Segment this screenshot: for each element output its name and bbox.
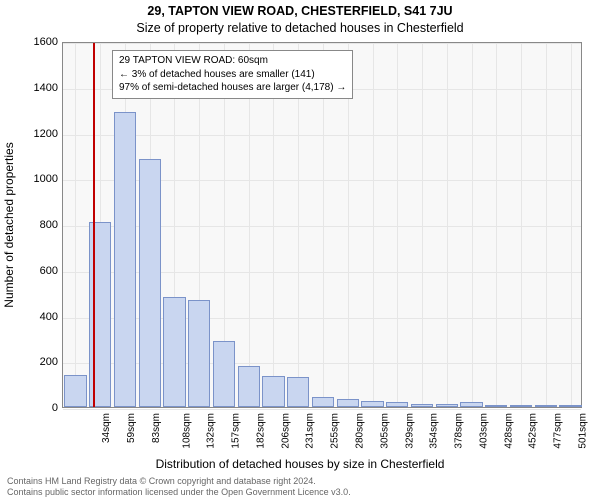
y-tick-label: 1200 bbox=[20, 128, 58, 140]
annotation-box: 29 TAPTON VIEW ROAD: 60sqm ← 3% of detac… bbox=[112, 50, 353, 99]
x-tick-label: 403sqm bbox=[478, 413, 489, 449]
gridline-h bbox=[63, 409, 581, 410]
x-tick-label: 378sqm bbox=[454, 413, 465, 449]
gridline-h bbox=[63, 135, 581, 136]
x-tick-label: 280sqm bbox=[355, 413, 366, 449]
x-tick-label: 206sqm bbox=[280, 413, 291, 449]
annotation-line-3: 97% of semi-detached houses are larger (… bbox=[119, 81, 346, 95]
property-marker-line bbox=[93, 43, 95, 407]
gridline-h bbox=[63, 43, 581, 44]
histogram-bar bbox=[436, 404, 458, 407]
histogram-bar bbox=[139, 159, 161, 407]
y-tick-label: 400 bbox=[20, 311, 58, 323]
y-tick-label: 200 bbox=[20, 356, 58, 368]
x-tick-label: 157sqm bbox=[231, 413, 242, 449]
annotation-line-2: ← 3% of detached houses are smaller (141… bbox=[119, 68, 346, 82]
histogram-bar bbox=[337, 399, 359, 407]
x-tick-label: 255sqm bbox=[330, 413, 341, 449]
footer-line-1: Contains HM Land Registry data © Crown c… bbox=[7, 476, 351, 487]
y-tick-label: 0 bbox=[20, 402, 58, 414]
x-tick-label: 501sqm bbox=[577, 413, 588, 449]
histogram-bar bbox=[163, 297, 185, 407]
y-tick-label: 1400 bbox=[20, 82, 58, 94]
x-tick-label: 329sqm bbox=[404, 413, 415, 449]
x-tick-label: 182sqm bbox=[256, 413, 267, 449]
gridline-v bbox=[422, 43, 423, 407]
histogram-bar bbox=[312, 397, 334, 407]
histogram-bar bbox=[262, 376, 284, 407]
footer-attribution: Contains HM Land Registry data © Crown c… bbox=[7, 476, 351, 498]
y-tick-label: 1600 bbox=[20, 36, 58, 48]
histogram-bar bbox=[287, 377, 309, 407]
y-tick-label: 1000 bbox=[20, 173, 58, 185]
chart-title-sub: Size of property relative to detached ho… bbox=[0, 21, 600, 35]
x-tick-label: 354sqm bbox=[429, 413, 440, 449]
gridline-v bbox=[546, 43, 547, 407]
gridline-v bbox=[521, 43, 522, 407]
x-tick-label: 452sqm bbox=[528, 413, 539, 449]
x-axis-label: Distribution of detached houses by size … bbox=[0, 457, 600, 471]
histogram-bar bbox=[485, 405, 507, 407]
x-tick-label: 108sqm bbox=[181, 413, 192, 449]
annotation-line-1: 29 TAPTON VIEW ROAD: 60sqm bbox=[119, 54, 346, 68]
histogram-bar bbox=[460, 402, 482, 407]
histogram-bar bbox=[238, 366, 260, 407]
chart-title-main: 29, TAPTON VIEW ROAD, CHESTERFIELD, S41 … bbox=[0, 4, 600, 18]
histogram-bar bbox=[188, 300, 210, 408]
x-tick-label: 305sqm bbox=[379, 413, 390, 449]
x-tick-label: 428sqm bbox=[503, 413, 514, 449]
x-tick-label: 59sqm bbox=[126, 413, 137, 443]
gridline-v bbox=[397, 43, 398, 407]
gridline-v bbox=[571, 43, 572, 407]
gridline-v bbox=[75, 43, 76, 407]
histogram-bar bbox=[559, 405, 581, 407]
y-tick-label: 800 bbox=[20, 219, 58, 231]
x-tick-label: 83sqm bbox=[151, 413, 162, 443]
histogram-bar bbox=[64, 375, 86, 407]
histogram-bar bbox=[386, 402, 408, 407]
x-tick-label: 477sqm bbox=[553, 413, 564, 449]
x-tick-label: 231sqm bbox=[305, 413, 316, 449]
gridline-v bbox=[496, 43, 497, 407]
gridline-v bbox=[472, 43, 473, 407]
histogram-bar bbox=[535, 405, 557, 407]
footer-line-2: Contains public sector information licen… bbox=[7, 487, 351, 498]
histogram-bar bbox=[114, 112, 136, 407]
x-tick-label: 34sqm bbox=[101, 413, 112, 443]
histogram-bar bbox=[411, 404, 433, 407]
gridline-v bbox=[373, 43, 374, 407]
histogram-bar bbox=[510, 405, 532, 407]
gridline-v bbox=[447, 43, 448, 407]
x-tick-label: 132sqm bbox=[206, 413, 217, 449]
y-axis-label: Number of detached properties bbox=[2, 142, 16, 307]
y-tick-label: 600 bbox=[20, 265, 58, 277]
histogram-bar bbox=[213, 341, 235, 407]
histogram-bar bbox=[361, 401, 383, 407]
